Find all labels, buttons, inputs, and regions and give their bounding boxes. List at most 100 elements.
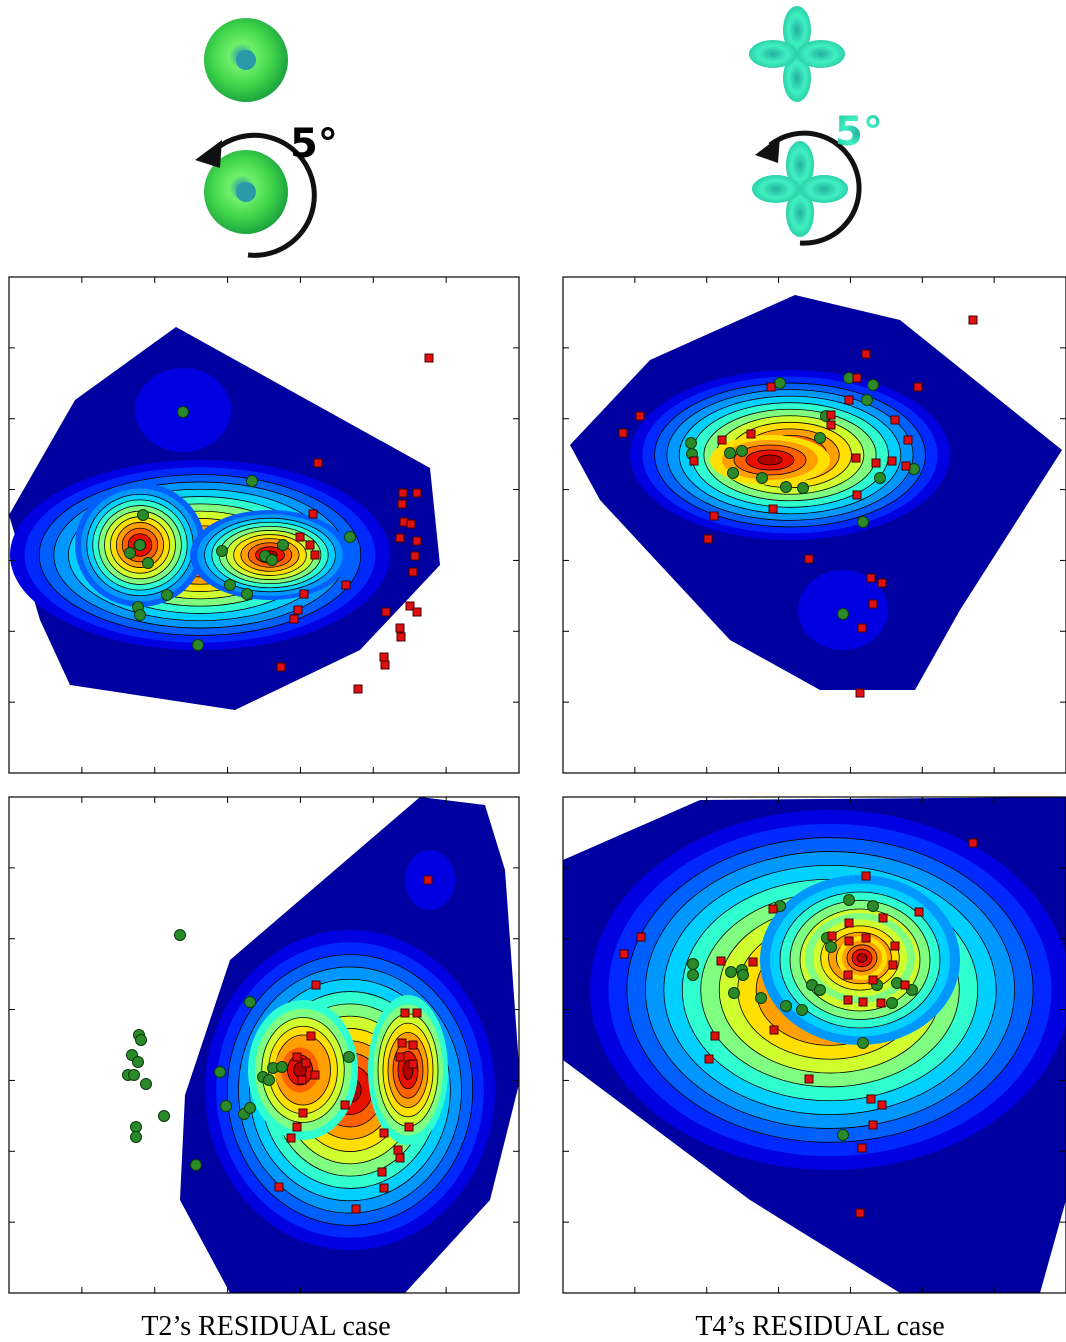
marker-red	[709, 511, 719, 521]
marker-red	[861, 871, 871, 881]
marker-red	[866, 573, 876, 583]
marker-green	[158, 1110, 170, 1122]
plot-frame	[8, 796, 520, 1294]
marker-green	[276, 1061, 288, 1073]
marker-red	[635, 411, 645, 421]
icon-t4: 5°	[749, 6, 883, 246]
marker-green	[814, 984, 826, 996]
marker-red	[843, 970, 853, 980]
marker-red	[844, 395, 854, 405]
marker-red	[877, 1100, 887, 1110]
marker-green	[728, 987, 740, 999]
marker-red	[412, 488, 422, 498]
marker-red	[716, 956, 726, 966]
marker-red	[844, 936, 854, 946]
marker-green	[725, 966, 737, 978]
marker-red	[395, 1052, 405, 1062]
caption: T4’s RESIDUAL case	[695, 1311, 944, 1342]
marker-red	[408, 1059, 418, 1069]
marker-red	[689, 456, 699, 466]
marker-red	[393, 1145, 403, 1155]
marker-green	[343, 1051, 355, 1063]
marker-green	[190, 1159, 202, 1171]
marker-green	[837, 608, 849, 620]
marker-red	[890, 415, 900, 425]
marker-red	[412, 607, 422, 617]
marker-green	[843, 894, 855, 906]
marker-red	[717, 435, 727, 445]
marker-red	[868, 599, 878, 609]
marker-green	[825, 941, 837, 953]
marker-red	[852, 490, 862, 500]
marker-red	[299, 589, 309, 599]
marker-red	[292, 1052, 302, 1062]
marker-red	[410, 551, 420, 561]
marker-green	[755, 992, 767, 1004]
marker-green	[130, 1131, 142, 1143]
rotation-label: 5°	[290, 121, 338, 167]
marker-red	[276, 662, 286, 672]
marker-green	[132, 1056, 144, 1068]
marker-red	[890, 941, 900, 951]
marker-red	[397, 499, 407, 509]
marker-red	[379, 652, 389, 662]
marker-red	[914, 907, 924, 917]
contour-panel	[8, 276, 520, 774]
marker-red	[877, 578, 887, 588]
marker-green	[861, 394, 873, 406]
marker-green	[266, 554, 278, 566]
marker-red	[852, 373, 862, 383]
marker-green	[857, 1037, 869, 1049]
marker-red	[871, 458, 881, 468]
marker-red	[913, 382, 923, 392]
marker-red	[888, 960, 898, 970]
marker-red	[292, 1122, 302, 1132]
marker-green	[736, 445, 748, 457]
marker-green	[344, 531, 356, 543]
marker-red	[826, 410, 836, 420]
marker-red	[289, 614, 299, 624]
marker-red	[857, 1143, 867, 1153]
marker-green	[867, 900, 879, 912]
contour-panel	[8, 796, 520, 1294]
marker-red	[351, 1204, 361, 1214]
marker-red	[710, 1031, 720, 1041]
marker-red	[424, 353, 434, 363]
marker-red	[619, 949, 629, 959]
marker-red	[768, 504, 778, 514]
marker-red	[408, 567, 418, 577]
marker-red	[308, 509, 318, 519]
marker-red	[843, 995, 853, 1005]
marker-red	[855, 688, 865, 698]
marker-red	[857, 623, 867, 633]
marker-green	[134, 609, 146, 621]
marker-red	[379, 1128, 389, 1138]
marker-green	[244, 996, 256, 1008]
marker-green	[277, 539, 289, 551]
caption: T2’s RESIDUAL case	[141, 1311, 390, 1342]
marker-green	[867, 379, 879, 391]
marker-red	[827, 931, 837, 941]
marker-red	[404, 1122, 414, 1132]
marker-green	[224, 579, 236, 591]
marker-red	[858, 997, 868, 1007]
marker-red	[305, 540, 315, 550]
marker-red	[379, 1183, 389, 1193]
marker-red	[804, 1074, 814, 1084]
marker-green	[216, 545, 228, 557]
marker-green	[687, 969, 699, 981]
marker-green	[263, 1074, 275, 1086]
marker-red	[903, 435, 913, 445]
plot-frame	[562, 796, 1066, 1294]
marker-red	[311, 980, 321, 990]
marker-red	[766, 382, 776, 392]
marker-red	[297, 1075, 307, 1085]
marker-red	[861, 349, 871, 359]
marker-red	[340, 1100, 350, 1110]
marker-red	[826, 420, 836, 430]
contour-panel	[562, 276, 1066, 774]
marker-green	[796, 1004, 808, 1016]
marker-green	[220, 1100, 232, 1112]
marker-red	[703, 534, 713, 544]
marker-red	[876, 998, 886, 1008]
